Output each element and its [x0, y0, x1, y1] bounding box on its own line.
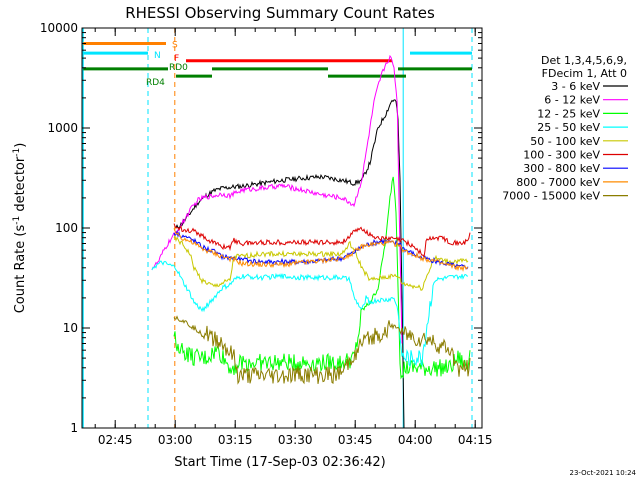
legend-entry-label: 6 - 12 keV — [544, 94, 600, 107]
x-tick-label: 02:45 — [98, 433, 133, 447]
legend: Det 1,3,4,5,6,9,FDecim 1, Att 03 - 6 keV… — [502, 54, 628, 203]
series-line — [173, 229, 469, 270]
y-axis-label-sup1: -1 — [12, 216, 22, 225]
y-axis-label: Count Rate (s-1 detector-1) — [12, 143, 28, 314]
y-tick-label: 10 — [63, 321, 78, 335]
footer-date: 23-Oct-2021 10:24 — [570, 469, 637, 477]
x-tick-label: 03:45 — [338, 433, 373, 447]
x-axis: 02:45 03:00 03:15 03:30 03:45 04:00 04:15 — [94, 28, 493, 447]
x-tick-label: 04:00 — [398, 433, 433, 447]
annotation-bar-label: S — [172, 40, 178, 50]
legend-entry-label: 100 - 300 keV — [523, 149, 600, 162]
legend-entry-label: 800 - 7000 keV — [516, 176, 600, 189]
series-line — [151, 260, 469, 368]
series-line — [173, 176, 471, 380]
legend-entry-label: 300 - 800 keV — [523, 162, 600, 175]
series-line — [173, 315, 471, 385]
y-tick-label: 100 — [55, 221, 78, 235]
legend-entry-label: 3 - 6 keV — [551, 80, 600, 93]
legend-title-line: FDecim 1, Att 0 — [542, 67, 627, 80]
series-layer — [151, 54, 471, 429]
x-tick-label: 03:00 — [158, 433, 193, 447]
chart-title: RHESSI Observing Summary Count Rates — [125, 4, 435, 22]
y-axis-label-main: Count Rate (s — [13, 225, 28, 314]
y-axis: 1 10 100 1000 10000 — [40, 21, 482, 435]
x-axis-label: Start Time (17-Sep-03 02:36:42) — [174, 455, 385, 470]
y-axis-label-end: ) — [13, 143, 28, 148]
annotation-bar-label: RD0 — [169, 63, 188, 73]
annotation-bar-label: F — [174, 54, 179, 64]
x-tick-label: 03:15 — [218, 433, 253, 447]
y-tick-label: 10000 — [40, 21, 78, 35]
legend-title-line: Det 1,3,4,5,6,9, — [541, 54, 627, 67]
series-line — [173, 234, 469, 291]
x-tick-label: 04:15 — [458, 433, 493, 447]
annotation-bar-label: RD4 — [146, 78, 165, 88]
annotation-bar-label: N — [154, 51, 161, 61]
series-line — [173, 228, 469, 272]
x-tick-label: 03:30 — [278, 433, 313, 447]
y-tick-label: 1 — [70, 421, 78, 435]
series-line — [175, 99, 405, 429]
legend-entry-label: 50 - 100 keV — [530, 135, 600, 148]
legend-entry-label: 12 - 25 keV — [537, 107, 600, 120]
y-axis-label-mid: detector — [13, 156, 28, 216]
series-line — [173, 223, 471, 259]
legend-entry-label: 7000 - 15000 keV — [502, 190, 600, 203]
series-line — [151, 54, 403, 344]
y-tick-label: 1000 — [47, 121, 78, 135]
y-axis-label-sup2: -1 — [12, 148, 22, 157]
legend-entry-label: 25 - 50 keV — [537, 121, 600, 134]
plot-frame — [81, 27, 483, 429]
